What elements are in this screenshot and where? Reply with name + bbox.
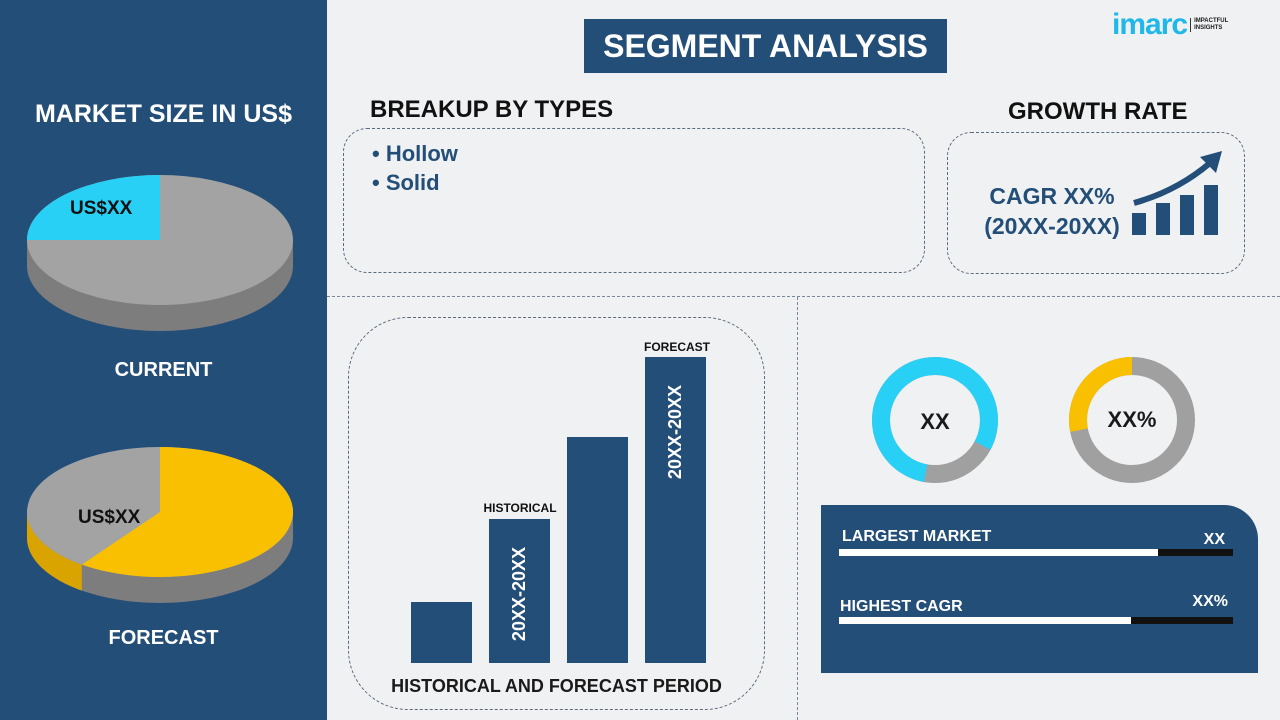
growth-heading: GROWTH RATE — [1008, 98, 1188, 125]
highest-cagr-fill — [839, 617, 1131, 624]
breakup-box: • Hollow • Solid — [343, 128, 925, 273]
donut-fill — [872, 357, 998, 483]
donut-fill — [1069, 357, 1195, 483]
donut-2-label: XX% — [1107, 407, 1157, 432]
largest-market-fill — [839, 549, 1159, 556]
cagr-value: CAGR XX% — [989, 183, 1115, 209]
forecast-range: 20XX-20XX — [664, 385, 685, 480]
pie-slice-side — [27, 512, 82, 591]
imarc-logo: imarc IMPACTFUL INSIGHTS — [1112, 8, 1229, 41]
period-bar — [411, 601, 472, 663]
forecast-value: US$XX — [78, 507, 141, 528]
pie-slice-highlight — [81, 447, 294, 577]
forecast-label: FORECAST — [644, 340, 710, 354]
forecast-pie — [27, 447, 294, 603]
horizontal-divider — [327, 296, 1280, 297]
historical-range: 20XX-20XX — [508, 547, 529, 642]
donut-1-label: XX — [920, 409, 950, 434]
market-size-panel: MARKET SIZE IN US$ US$XX CURRENT US$XX F… — [0, 0, 327, 720]
market-size-heading: MARKET SIZE IN US$ — [35, 100, 292, 128]
largest-market-value: XX — [1203, 531, 1225, 548]
breakup-item: • Solid — [372, 170, 440, 195]
highest-cagr-label: HIGHEST CAGR — [840, 598, 963, 615]
stats-panel: LARGEST MARKET XX HIGHEST CAGR XX% — [821, 505, 1258, 673]
growth-box: CAGR XX% (20XX-20XX) — [947, 132, 1245, 274]
breakup-heading: BREAKUP BY TYPES — [370, 96, 614, 123]
period-bar: 20XX-20XX — [645, 357, 706, 663]
current-pie — [27, 175, 293, 331]
period-bar: 20XX-20XX — [489, 519, 550, 663]
current-value: US$XX — [70, 198, 133, 219]
page-title: SEGMENT ANALYSIS — [584, 19, 947, 73]
pie-slice-highlight — [27, 175, 160, 240]
breakup-item: • Hollow — [372, 141, 458, 166]
donut-charts — [872, 357, 1195, 483]
highest-cagr-bar — [839, 617, 1233, 624]
highest-cagr-value: XX% — [1192, 593, 1228, 610]
current-label: CURRENT — [114, 359, 213, 381]
breakup-list: • Hollow • Solid — [372, 139, 458, 197]
period-chart-box — [348, 317, 765, 710]
cagr-period: (20XX-20XX) — [984, 213, 1120, 239]
historical-label: HISTORICAL — [483, 501, 557, 515]
largest-market-label: LARGEST MARKET — [842, 528, 992, 545]
growth-chart-icon — [1132, 151, 1222, 235]
largest-market-bar — [839, 549, 1233, 556]
vertical-divider — [797, 297, 798, 720]
forecast-label: FORECAST — [108, 627, 219, 649]
period-caption: HISTORICAL AND FORECAST PERIOD — [391, 676, 722, 696]
period-bar — [567, 436, 628, 663]
